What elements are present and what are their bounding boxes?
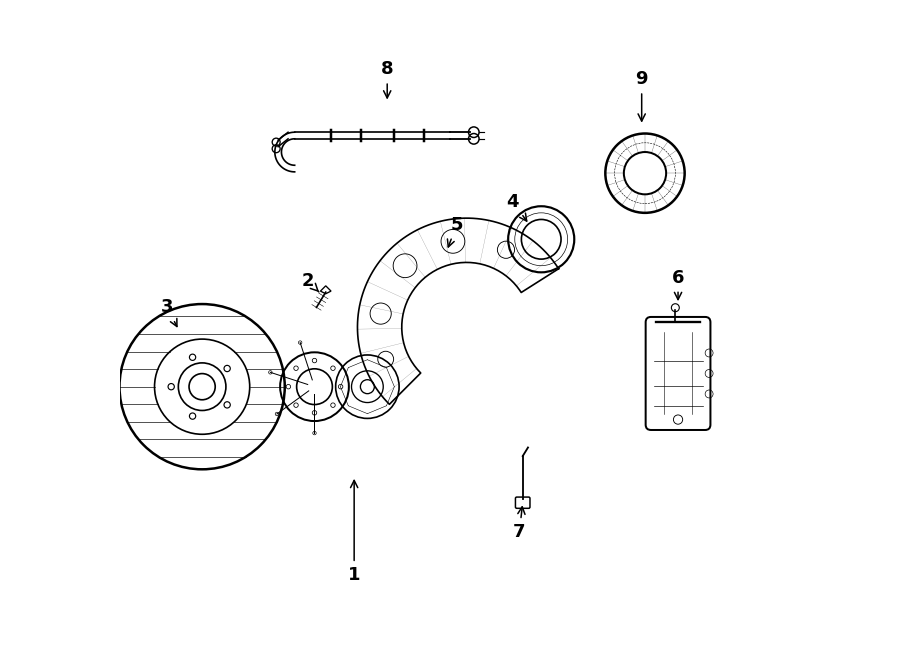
Text: 8: 8 <box>381 60 393 98</box>
Text: 7: 7 <box>513 507 526 541</box>
Text: 5: 5 <box>447 215 463 247</box>
Text: 9: 9 <box>635 70 648 121</box>
Text: 6: 6 <box>671 268 684 299</box>
Text: 2: 2 <box>302 272 319 292</box>
Text: 3: 3 <box>161 298 177 327</box>
Text: 1: 1 <box>348 481 360 584</box>
Text: 4: 4 <box>507 192 526 221</box>
